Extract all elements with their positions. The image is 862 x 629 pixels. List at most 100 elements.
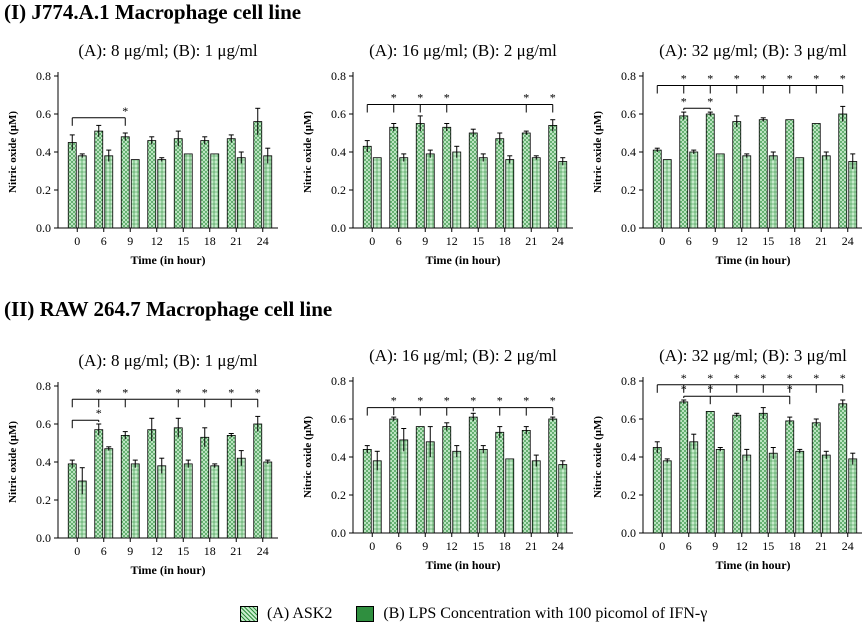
bar-series-b [399,439,409,534]
y-tick-label: 0.6 [621,107,636,121]
x-tick-label: 9 [422,234,428,248]
legend-swatch-b [356,606,375,622]
chart-j774-32ug: (A): 32 μg/ml; (B): 3 μg/ml Nitric oxide … [592,41,862,267]
significance-star: * [96,406,102,420]
bar-series-b [210,153,220,229]
legend-label-b: (B) LPS Concentration with 100 picomol o… [383,605,708,622]
bar-series-a [147,429,157,539]
x-tick-label: 21 [815,234,827,248]
x-tick-label: 18 [499,234,511,248]
significance-star: * [417,394,423,408]
x-tick-label: 12 [736,234,748,248]
bar-series-b [505,159,515,229]
chart-title: (A): 32 μg/ml; (B): 3 μg/ml [659,41,847,60]
bar-series-a [652,447,662,534]
chart-raw264-8ug: (A): 8 μg/ml; (B): 1 μg/ml Nitric oxide (… [7,351,278,577]
bar-series-a [362,145,372,229]
bar-series-b [689,151,699,229]
x-tick-label: 15 [762,234,774,248]
bar-series-b [372,157,382,229]
bar-series-a [94,130,104,229]
legend: (A) ASK2 (B) LPS Concentration with 100 … [240,603,731,625]
bar-series-b [236,457,246,539]
x-tick-label: 18 [204,234,216,248]
significance-star: * [840,72,846,86]
bar-series-b [478,157,488,229]
bar-series-b [425,153,435,229]
significance-star: * [96,385,102,399]
y-tick-label: 0.0 [331,221,346,235]
y-tick-label: 0.8 [621,374,636,388]
x-tick-label: 18 [204,544,216,558]
bar-series-a [785,119,795,229]
y-tick-label: 0.4 [621,450,636,464]
bar-series-a [468,416,478,534]
section-title-j774: (I) J774.A.1 Macrophage cell line [4,0,302,24]
bar-series-a [652,149,662,229]
legend-item-a: (A) ASK2 [240,605,332,623]
x-tick-label: 24 [552,539,564,553]
significance-star: * [681,382,687,396]
bar-series-a [226,138,236,229]
y-tick-label: 0.8 [331,69,346,83]
bar-series-a [442,426,452,534]
bar-series-b [263,155,273,229]
legend-item-b: (B) LPS Concentration with 100 picomol o… [356,605,707,623]
x-tick-label: 0 [74,544,80,558]
bar-series-a [548,418,558,534]
significance-star: * [734,371,740,385]
x-tick-label: 12 [151,544,163,558]
bar-series-b [531,460,541,534]
x-tick-label: 24 [842,234,854,248]
bar-series-b [236,157,246,229]
bar-series-a [94,429,104,539]
x-tick-label: 0 [369,539,375,553]
y-tick-label: 0.2 [331,488,346,502]
bar-series-b [795,450,805,534]
chart-raw264-32ug: (A): 32 μg/ml; (B): 3 μg/ml Nitric oxide … [592,346,862,572]
significance-star: * [760,72,766,86]
x-tick-label: 6 [101,234,107,248]
bar-series-b [689,441,699,534]
significance-star: * [550,91,556,105]
x-tick-label: 9 [127,544,133,558]
bar-series-a [415,426,425,534]
x-tick-label: 15 [472,234,484,248]
bar-series-a [521,132,531,229]
bar-series-a [389,418,399,534]
y-tick-label: 0.0 [36,221,51,235]
bar-series-a [173,138,183,229]
y-tick-label: 0.0 [621,526,636,540]
bar-series-a [147,140,157,229]
x-tick-label: 18 [789,234,801,248]
y-tick-label: 0.2 [331,183,346,197]
x-tick-label: 9 [712,234,718,248]
bar-series-b [130,463,140,539]
bar-series-b [768,452,778,534]
bar-series-a [732,414,742,534]
bar-series-b [848,161,858,229]
x-tick-label: 6 [101,544,107,558]
significance-star: * [417,91,423,105]
bar-series-a [705,411,715,534]
x-tick-label: 6 [396,539,402,553]
x-axis-label: Time (in hour) [425,253,500,267]
x-tick-label: 21 [525,234,537,248]
bar-series-b [795,157,805,229]
x-tick-label: 0 [74,234,80,248]
significance-star: * [523,91,529,105]
x-axis-label: Time (in hour) [425,558,500,572]
bar-series-a [253,121,263,229]
y-tick-label: 0.6 [331,412,346,426]
significance-star: * [202,385,208,399]
bar-series-a [389,126,399,229]
chart-title: (A): 8 μg/ml; (B): 1 μg/ml [78,351,258,370]
significance-star: * [707,94,713,108]
significance-star: * [707,371,713,385]
significance-star: * [813,371,819,385]
significance-star: * [681,94,687,108]
bar-series-a [362,449,372,534]
bar-series-a [468,132,478,229]
bar-series-b [662,460,672,534]
chart-title: (A): 16 μg/ml; (B): 2 μg/ml [369,41,557,60]
